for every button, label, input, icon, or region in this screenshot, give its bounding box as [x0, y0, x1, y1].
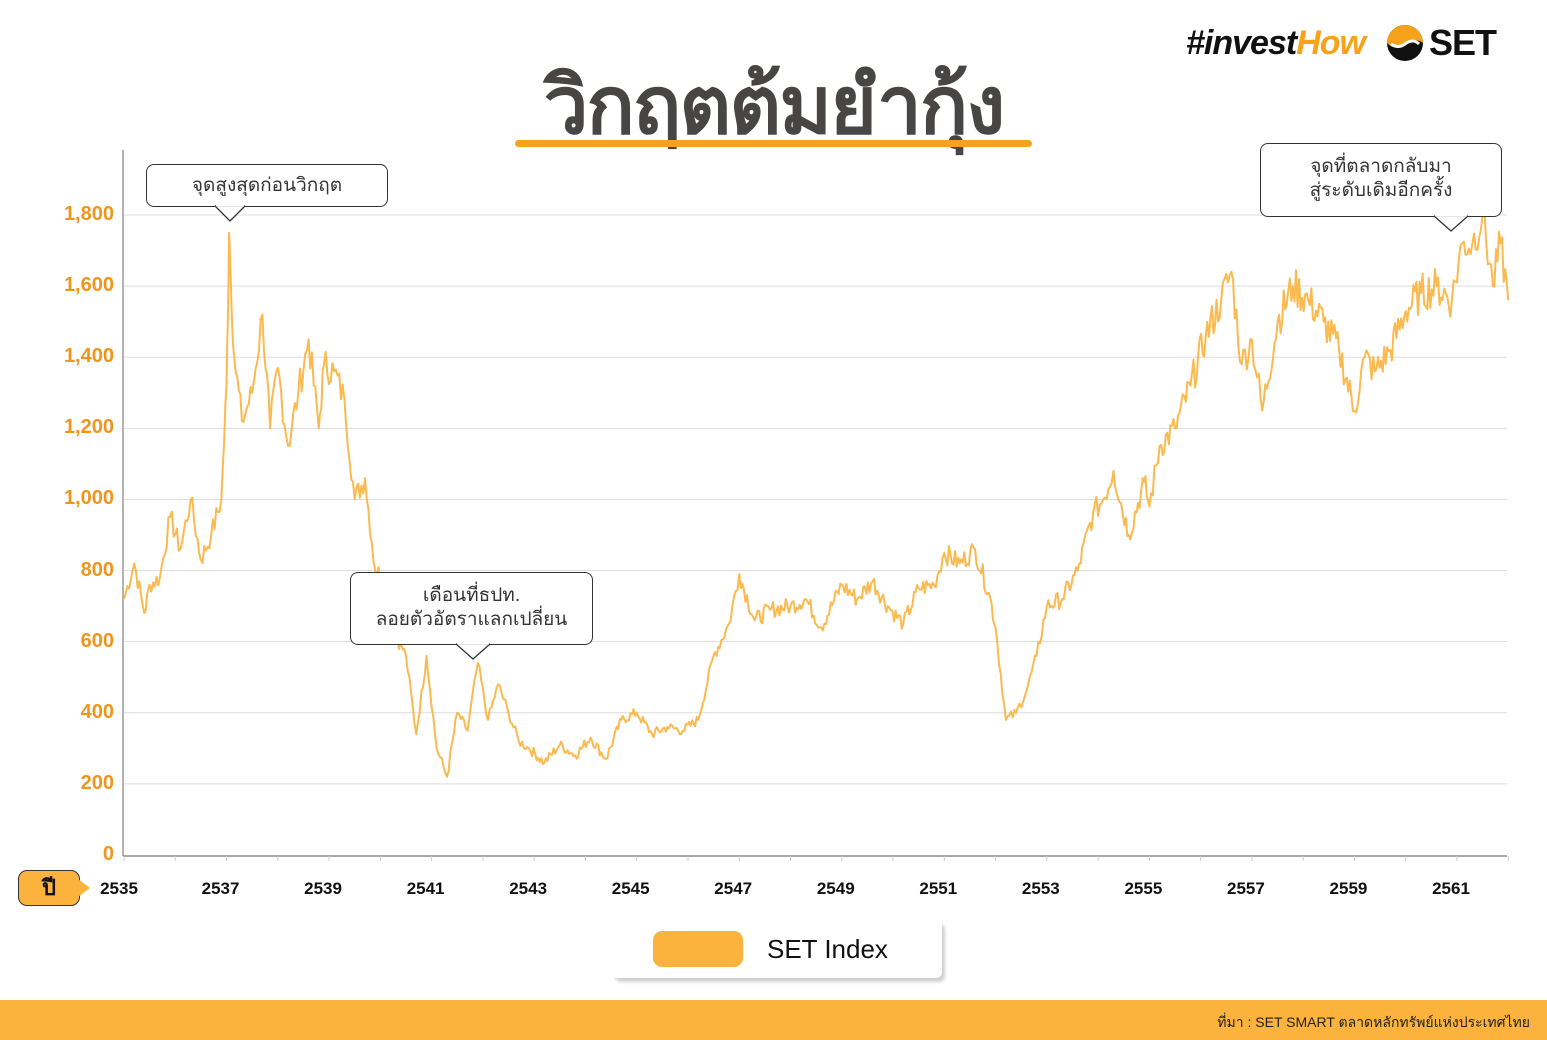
gridlines — [124, 214, 1507, 785]
y-tick-label: 1,200 — [63, 416, 114, 439]
x-tick-label: 2561 — [1432, 879, 1470, 898]
callout-peak-before-crisis: จุดสูงสุดก่อนวิกฤต — [146, 164, 388, 207]
y-tick-label: 1,600 — [63, 274, 114, 297]
page-title: วิกฤตต้มยำกุ้ง — [543, 61, 1006, 150]
y-tick-label: 1,800 — [63, 203, 114, 225]
x-tick-label: 2557 — [1227, 879, 1265, 898]
callout-baht-text-line2: ลอยตัวอัตราแลกเปลี่ยน — [375, 609, 568, 630]
set-logo-icon — [1386, 25, 1423, 61]
callout-baht-tail — [456, 643, 490, 660]
x-tick-label: 2547 — [714, 879, 753, 898]
callout-baht-float: เดือนที่ธปท. ลอยตัวอัตราแลกเปลี่ยน — [350, 572, 593, 645]
y-tick-label: 200 — [80, 771, 114, 794]
x-tick-label: 2543 — [509, 879, 548, 898]
x-tick-label: 2559 — [1329, 879, 1368, 898]
x-axis-title-badge: ปี — [18, 870, 80, 906]
x-tick-label: 2539 — [304, 879, 342, 898]
callout-peak-tail — [215, 205, 245, 222]
set-logo: SET — [1385, 22, 1497, 64]
title-underline — [515, 140, 1032, 147]
y-tick-label: 400 — [80, 700, 114, 723]
x-tick-label: 2551 — [919, 879, 958, 898]
callout-baht-text-line1: เดือนที่ธปท. — [422, 585, 521, 606]
callout-recovery-text-line1: จุดที่ตลาดกลับมา — [1310, 156, 1452, 177]
callout-recovery-text-line2: สู่ระดับเดิมอีกครั้ง — [1309, 180, 1453, 201]
x-tick-label: 2553 — [1021, 879, 1060, 898]
x-tick-label: 2549 — [816, 879, 855, 898]
brand-header: #investHow SET — [1186, 22, 1497, 64]
y-tick-label: 1,400 — [63, 345, 114, 368]
x-tick-marks — [123, 856, 1509, 861]
x-tick-label: 2555 — [1124, 879, 1163, 898]
x-tick-label: 2545 — [611, 879, 650, 898]
line-chart — [122, 150, 1510, 861]
footer-bar: ที่มา : SET SMART ตลาดหลักทรัพย์แห่งประเ… — [0, 1000, 1547, 1040]
set-index-line — [123, 205, 1510, 778]
callout-recovery: จุดที่ตลาดกลับมา สู่ระดับเดิมอีกครั้ง — [1260, 143, 1502, 217]
y-tick-label: 1,000 — [63, 487, 114, 510]
y-tick-label: 800 — [80, 558, 114, 581]
x-tick-label: 2541 — [406, 879, 445, 898]
legend-label-set-index: SET Index — [767, 933, 888, 964]
y-tick-label: 600 — [80, 629, 114, 652]
y-tick-label: 0 — [102, 843, 114, 865]
x-axis-badge-pointer — [78, 879, 90, 897]
legend-swatch-set-index — [653, 931, 743, 967]
set-logo-text: SET — [1428, 22, 1497, 63]
source-credit: ที่มา : SET SMART ตลาดหลักทรัพย์แห่งประเ… — [1217, 1014, 1530, 1030]
x-tick-label: 2535 — [100, 879, 138, 898]
callout-peak-text: จุดสูงสุดก่อนวิกฤต — [191, 175, 343, 196]
callout-recovery-tail — [1434, 215, 1468, 232]
invest-how-hashtag: #investHow — [1186, 23, 1366, 62]
x-tick-label: 2537 — [201, 879, 240, 898]
chart-legend: SET Index — [612, 920, 942, 978]
